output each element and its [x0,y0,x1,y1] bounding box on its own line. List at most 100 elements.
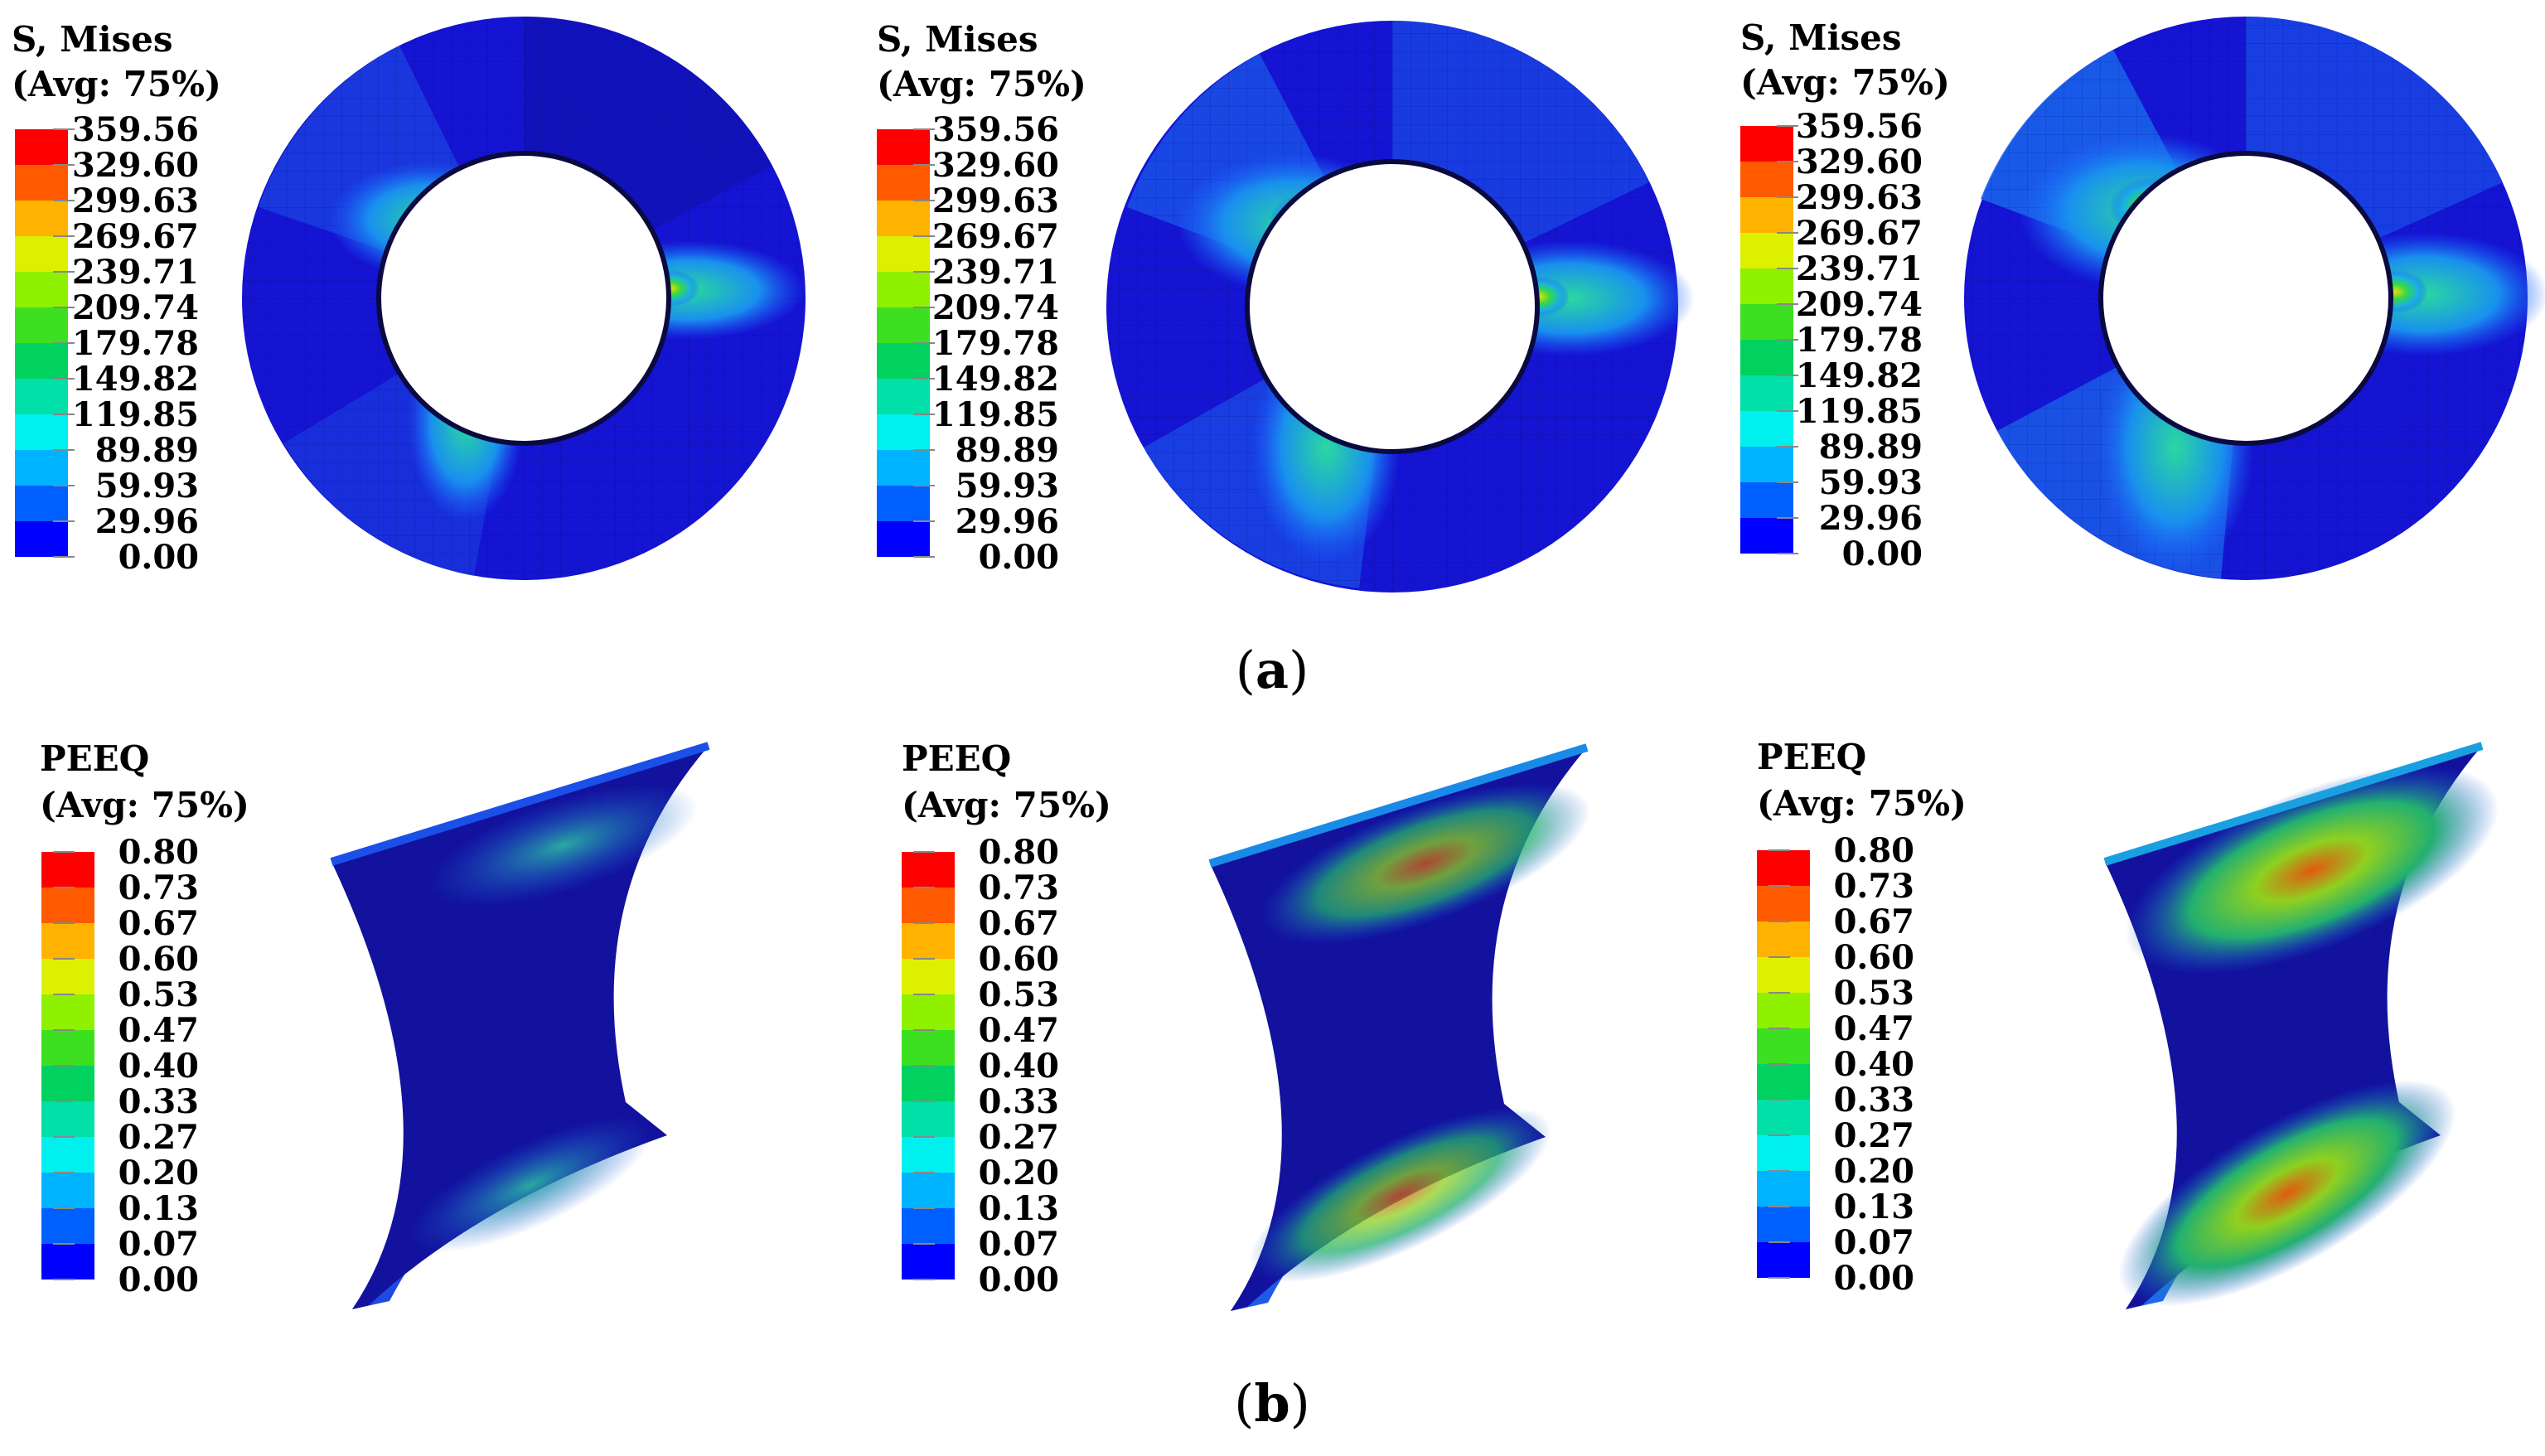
colorbar-tick-label: 359.56 [1796,107,1923,146]
colorbar-tick-label: 0.20 [979,1154,1059,1192]
colorbar-tick-label: 149.82 [72,360,199,399]
colorbar-tick-label: 0.67 [119,904,199,943]
colorbar-tick-label: 0.60 [119,940,199,979]
colorbar-tick-label: 0.33 [119,1082,199,1121]
colorbar-tick-label: 29.96 [1819,499,1923,538]
colorbar-tick-label: 239.71 [932,253,1059,292]
legend-averaging: (Avg: 75%) [40,785,249,825]
cell-plot [330,742,710,1309]
cell-plot [2103,742,2499,1309]
colorbar-tick-label: 0.27 [119,1118,199,1157]
colorbar-tick-label: 0.20 [119,1154,199,1192]
colorbar-tick-label: 299.63 [1796,178,1923,217]
colorbar-segment [1740,126,1793,162]
legend-variable: S, Mises [877,19,1038,60]
colorbar-tick-label: 179.78 [1796,321,1923,360]
colorbar-segment [1740,518,1793,554]
colorbar-ticks: 359.56329.60299.63269.67239.71209.74179.… [1777,107,1923,573]
colorbar-segment [1757,1064,1810,1100]
colorbar-segment [902,1173,955,1208]
cell-top-edge [1208,743,1589,868]
colorbar-tick-label: 149.82 [1796,356,1923,395]
colorbar-ticks: 0.800.730.670.600.530.470.400.330.270.20… [913,833,1059,1299]
legend-variable: PEEQ [902,738,1011,779]
colorbar-segment [902,1244,955,1279]
ring-hole [376,151,671,446]
cell-plot [1208,743,1590,1311]
colorbar-tick-label: 0.27 [979,1118,1059,1157]
colorbar-tick-label: 0.00 [1842,535,1923,573]
row-a: S, Mises (Avg: 75%) 359.56329.60299.6326… [12,16,2545,700]
peeq-panel-2: PEEQ (Avg: 75%) 0.800.730.670.600.530.47… [902,738,1590,1311]
colorbar-tick-label: 0.40 [1834,1045,1914,1084]
colorbar-tick-label: 209.74 [932,288,1059,327]
colorbar-ticks: 359.56329.60299.63269.67239.71209.74179.… [913,110,1059,577]
colorbar-segment [1757,957,1810,993]
colorbar-tick-label: 269.67 [932,217,1059,256]
colorbar-tick-label: 0.00 [979,1260,1059,1299]
ring-hole [2098,151,2393,446]
ring-plot [242,17,806,580]
colorbar-ticks: 0.800.730.670.600.530.470.400.330.270.20… [1768,831,1914,1298]
colorbar-segment [15,201,68,236]
colorbar-tick-label: 0.27 [1834,1116,1914,1155]
colorbar-segment [1757,1242,1810,1278]
colorbar-segment [1740,268,1793,304]
colorbar-segment [902,888,955,923]
caption-a: (a) [1236,640,1309,700]
colorbar-tick-label: 0.73 [1834,867,1914,906]
colorbar-tick-label: 299.63 [72,181,199,220]
colorbar-segment [902,994,955,1030]
colorbar-tick-label: 359.56 [932,110,1059,149]
colorbar-segment [1740,162,1793,197]
colorbar-tick-label: 209.74 [1796,285,1923,324]
colorbar-segment [1757,921,1810,957]
colorbar-tick-label: 29.96 [95,502,199,541]
colorbar-segment [877,236,930,272]
colorbar-tick-label: 0.00 [119,538,199,577]
legend-variable: PEEQ [1757,737,1866,777]
colorbar-segment [15,450,68,486]
legend: PEEQ (Avg: 75%) 0.800.730.670.600.530.47… [40,738,249,1299]
colorbar-segment [902,852,955,888]
colorbar-segment [15,272,68,307]
legend-averaging: (Avg: 75%) [902,785,1111,825]
colorbar-tick-label: 0.40 [979,1047,1059,1086]
colorbar-tick-label: 29.96 [956,502,1059,541]
colorbar-segment [902,1030,955,1066]
legend: S, Mises (Avg: 75%) 359.56329.60299.6326… [1740,17,1950,573]
colorbar-tick-label: 0.40 [119,1047,199,1086]
legend-variable: S, Mises [12,19,173,60]
colorbar-segment [902,1101,955,1137]
strain-band [1249,1107,1552,1283]
cell-top-edge [2103,742,2484,866]
colorbar-segment [1757,1171,1810,1207]
colorbar-segment [902,959,955,994]
colorbar-tick-label: 179.78 [72,324,199,363]
colorbar-segment [41,1137,94,1173]
colorbar-tick-label: 0.00 [979,538,1059,577]
strain-band [2118,1080,2456,1307]
colorbar-segment [1757,993,1810,1028]
legend-averaging: (Avg: 75%) [1757,783,1967,824]
colorbar-tick-label: 329.60 [72,146,199,185]
colorbar-segment [1757,1028,1810,1064]
colorbar-tick-label: 119.85 [1796,392,1923,431]
colorbar-segment [877,272,930,307]
colorbar-tick-label: 0.33 [1834,1081,1914,1120]
mises-panel-2: S, Mises (Avg: 75%) 359.56329.60299.6326… [877,19,1695,593]
colorbar-segment [877,307,930,343]
colorbar-tick-label: 0.73 [979,868,1059,907]
legend: S, Mises (Avg: 75%) 359.56329.60299.6326… [12,19,221,577]
colorbar-tick-label: 0.47 [119,1011,199,1050]
colorbar-tick-label: 119.85 [72,395,199,434]
colorbar-segment [1740,411,1793,447]
colorbar-segment [1757,850,1810,886]
colorbar-segment [877,521,930,557]
colorbar-tick-label: 0.47 [1834,1009,1914,1048]
colorbar-tick-label: 0.13 [979,1189,1059,1228]
cell-top-edge [330,742,710,866]
colorbar-tick-label: 89.89 [1819,428,1923,467]
colorbar-segment [877,129,930,165]
